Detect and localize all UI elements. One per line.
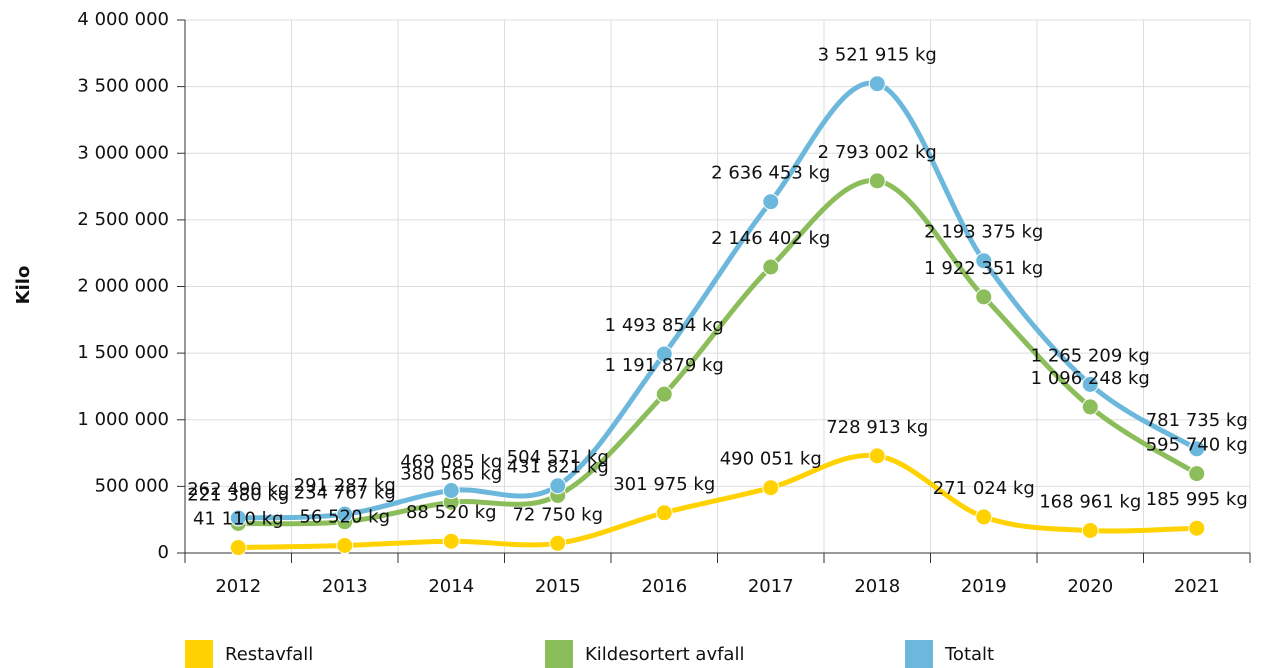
point — [975, 288, 993, 306]
y-tick-label: 4 000 000 — [77, 9, 169, 30]
y-tick-label: 3 000 000 — [77, 142, 169, 163]
x-tick-label: 2015 — [535, 576, 581, 597]
data-label: 469 085 kg — [400, 451, 502, 472]
point — [442, 481, 460, 499]
series-line — [238, 80, 1199, 521]
x-tick-label: 2018 — [854, 576, 900, 597]
point — [655, 345, 673, 363]
point — [229, 539, 247, 557]
y-tick-label: 1 000 000 — [77, 409, 169, 430]
point — [549, 534, 567, 552]
legend-label: Restavfall — [225, 644, 313, 665]
data-label: 490 051 kg — [720, 449, 822, 470]
data-label: 1 922 351 kg — [924, 258, 1043, 279]
data-label: 380 565 kg — [400, 463, 502, 484]
data-label: 168 961 kg — [1039, 491, 1141, 512]
y-tick-label: 3 500 000 — [77, 76, 169, 97]
legend-swatch — [545, 640, 573, 668]
point — [762, 258, 780, 276]
point — [868, 75, 886, 93]
data-label: 1 265 209 kg — [1031, 345, 1150, 366]
legend-swatch — [905, 640, 933, 668]
series-line — [238, 178, 1199, 527]
point — [1188, 465, 1206, 483]
data-label: 1 096 248 kg — [1031, 368, 1150, 389]
data-label: 2 146 402 kg — [711, 228, 830, 249]
data-label: 595 740 kg — [1146, 435, 1248, 456]
point — [1081, 375, 1099, 393]
x-tick-label: 2012 — [215, 576, 261, 597]
data-label: 291 287 kg — [294, 475, 396, 496]
data-label: 301 975 kg — [613, 474, 715, 495]
data-label: 271 024 kg — [933, 478, 1035, 499]
data-label: 2 793 002 kg — [818, 142, 937, 163]
y-axis-title: Kilo — [13, 266, 34, 305]
x-tick-label: 2019 — [961, 576, 1007, 597]
x-tick-label: 2020 — [1067, 576, 1113, 597]
data-label: 1 493 854 kg — [605, 315, 724, 336]
point — [868, 172, 886, 190]
data-label: 2 636 453 kg — [711, 163, 830, 184]
x-tick-label: 2016 — [641, 576, 687, 597]
data-label: 1 191 879 kg — [605, 355, 724, 376]
point — [1188, 519, 1206, 537]
y-tick-label: 2 500 000 — [77, 209, 169, 230]
series-line — [238, 452, 1197, 551]
data-label: 781 735 kg — [1146, 410, 1248, 431]
point — [1081, 521, 1099, 539]
y-tick-label: 2 000 000 — [77, 276, 169, 297]
x-tick-label: 2013 — [322, 576, 368, 597]
data-label: 504 571 kg — [507, 447, 609, 468]
point — [1188, 440, 1206, 458]
point — [655, 504, 673, 522]
data-label: 728 913 kg — [826, 417, 928, 438]
point — [975, 252, 993, 270]
data-label: 41 110 kg — [193, 509, 284, 530]
y-tick-label: 500 000 — [95, 475, 169, 496]
point — [1081, 398, 1099, 416]
legend-swatch — [185, 640, 213, 668]
point — [655, 385, 673, 403]
data-label: 72 750 kg — [512, 504, 603, 525]
data-label: 185 995 kg — [1146, 489, 1248, 510]
legend-label: Kildesortert avfall — [585, 644, 744, 665]
data-label: 56 520 kg — [299, 506, 390, 527]
data-label: 3 521 915 kg — [818, 45, 937, 66]
point — [336, 536, 354, 554]
point — [442, 532, 460, 550]
data-label: 88 520 kg — [406, 502, 497, 523]
point — [762, 479, 780, 497]
point — [762, 193, 780, 211]
data-label: 221 380 kg — [187, 485, 289, 506]
y-tick-label: 1 500 000 — [77, 342, 169, 363]
data-label: 262 490 kg — [187, 479, 289, 500]
x-tick-label: 2021 — [1174, 576, 1220, 597]
data-label: 234 767 kg — [294, 483, 396, 504]
y-tick-label: 0 — [158, 542, 169, 563]
data-label: 431 821 kg — [507, 456, 609, 477]
point — [868, 447, 886, 465]
data-label: 2 193 375 kg — [924, 222, 1043, 243]
legend-label: Totalt — [944, 644, 994, 665]
point — [975, 508, 993, 526]
point — [336, 505, 354, 523]
x-tick-label: 2014 — [428, 576, 474, 597]
point — [549, 477, 567, 495]
point — [229, 509, 247, 527]
x-tick-label: 2017 — [748, 576, 794, 597]
